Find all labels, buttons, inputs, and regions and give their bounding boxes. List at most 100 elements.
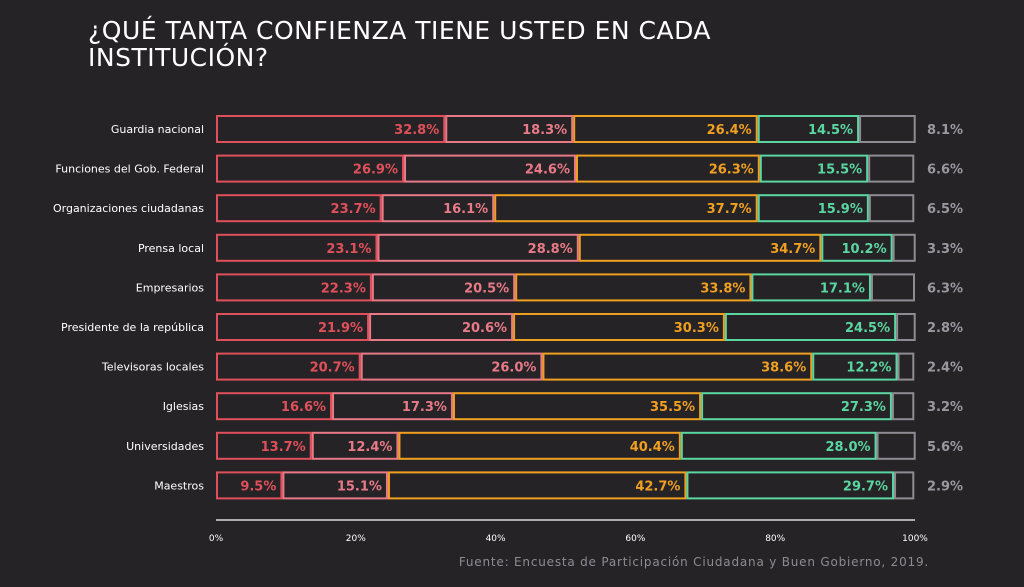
data-label: 16.1% xyxy=(443,202,488,217)
data-label: 42.7% xyxy=(635,479,680,494)
bar-segment xyxy=(216,313,370,341)
data-label: 18.3% xyxy=(522,123,567,138)
bar-segment xyxy=(369,313,514,341)
category-label: Empresarios xyxy=(136,281,204,294)
bar-segment xyxy=(896,313,916,341)
x-tick-label: 60% xyxy=(625,534,645,544)
data-label-remainder: 6.5% xyxy=(927,202,963,217)
category-label: Universidades xyxy=(126,440,204,453)
bar-segment xyxy=(216,352,361,381)
bar-segment xyxy=(701,392,892,421)
bar-segment xyxy=(686,471,895,500)
data-label: 12.4% xyxy=(347,440,392,455)
bar-row: Empresarios 22.3% 20.5% 33.8% 17.1% 6.3% xyxy=(136,273,963,302)
bar-segment xyxy=(578,233,822,262)
bar-segment xyxy=(876,431,916,460)
bar-segment xyxy=(216,392,333,421)
data-label: 26.0% xyxy=(491,361,536,376)
bar-segment xyxy=(751,273,871,302)
bar-row: Prensa local 23.1% 28.8% 34.7% 10.2% 3.3% xyxy=(138,233,963,262)
bars-group: Guardia nacional 32.8% 18.3% 26.4% 14.5% 8.1%… xyxy=(53,115,963,500)
data-label: 26.9% xyxy=(353,163,398,178)
data-label: 20.6% xyxy=(462,321,507,336)
bar-segment xyxy=(452,392,702,421)
category-label: Prensa local xyxy=(138,242,204,255)
data-label: 37.7% xyxy=(707,202,752,217)
category-label: Iglesias xyxy=(163,400,205,413)
bar-segment xyxy=(381,194,495,223)
data-label: 24.6% xyxy=(525,163,570,178)
category-label: Presidente de la república xyxy=(61,321,204,334)
x-tick-label: 100% xyxy=(902,534,928,544)
bar-row: Iglesias 16.6% 17.3% 35.5% 27.3% 3.2% xyxy=(163,392,963,421)
bar-segment xyxy=(868,194,915,223)
bar-segment xyxy=(891,392,915,421)
source-note: Fuente: Encuesta de Participación Ciudad… xyxy=(458,555,929,569)
data-label: 28.8% xyxy=(528,242,573,257)
bar-segment xyxy=(894,471,915,500)
bar-segment xyxy=(445,115,574,143)
data-label: 23.1% xyxy=(326,242,371,257)
data-label: 15.5% xyxy=(817,163,862,178)
bar-segment xyxy=(332,392,453,421)
data-label: 20.7% xyxy=(310,361,355,376)
x-tick-label: 40% xyxy=(486,534,506,544)
data-label-remainder: 3.3% xyxy=(927,242,963,257)
bar-row: Universidades 13.7% 12.4% 40.4% 28.0% 5.6% xyxy=(126,431,963,460)
bar-segment xyxy=(398,431,681,460)
bar-segment xyxy=(216,115,446,143)
bar-segment xyxy=(812,352,898,381)
category-label: Maestros xyxy=(154,479,204,492)
bar-row: Presidente de la república 21.9% 20.6% 30.3… xyxy=(61,313,963,341)
category-label: Funciones del Gob. Federal xyxy=(55,163,204,176)
bar-segment xyxy=(868,154,915,183)
bar-row: Funciones del Gob. Federal 26.9% 24.6% 26.3… xyxy=(55,154,963,183)
bar-segment xyxy=(387,471,687,500)
bar-segment xyxy=(282,471,388,500)
bar-segment xyxy=(680,431,877,460)
chart-title: ¿QUÉ TANTA CONFIENZA TIENE USTED EN CADA… xyxy=(88,16,711,72)
bar-segment xyxy=(513,313,725,341)
x-tick-label: 80% xyxy=(765,534,785,544)
bar-segment xyxy=(757,194,869,223)
data-label: 12.2% xyxy=(846,361,891,376)
bar-segment xyxy=(494,194,758,223)
data-label: 32.8% xyxy=(394,123,439,138)
data-label: 20.5% xyxy=(464,281,509,296)
data-label: 27.3% xyxy=(841,400,886,415)
bar-segment xyxy=(216,154,405,183)
bar-segment xyxy=(371,273,516,302)
data-label: 22.3% xyxy=(321,281,366,296)
data-label: 16.6% xyxy=(281,400,326,415)
bar-segment xyxy=(821,233,893,262)
category-label: Televisoras locales xyxy=(101,361,204,374)
bar-segment xyxy=(216,233,378,262)
bar-segment xyxy=(573,115,758,143)
data-label: 24.5% xyxy=(845,321,890,336)
data-label-remainder: 5.6% xyxy=(927,440,963,455)
bar-segment xyxy=(216,431,312,460)
bar-segment xyxy=(542,352,813,381)
data-label: 33.8% xyxy=(700,281,745,296)
bar-segment xyxy=(311,431,399,460)
bar-segment xyxy=(757,115,860,143)
data-label: 15.1% xyxy=(337,479,382,494)
data-label: 14.5% xyxy=(808,123,853,138)
x-tick-label: 20% xyxy=(346,534,366,544)
data-label-remainder: 8.1% xyxy=(927,123,963,138)
bar-segment xyxy=(216,471,283,500)
data-label: 28.0% xyxy=(825,440,870,455)
data-label: 17.3% xyxy=(402,400,447,415)
bar-segment xyxy=(216,194,382,223)
data-label: 38.6% xyxy=(761,361,806,376)
bar-segment xyxy=(892,233,916,262)
data-label: 34.7% xyxy=(770,242,815,257)
bar-segment xyxy=(575,154,760,183)
bar-segment xyxy=(377,233,579,262)
bar-row: Guardia nacional 32.8% 18.3% 26.4% 14.5% 8.1% xyxy=(111,115,963,143)
data-label: 9.5% xyxy=(240,479,276,494)
bar-row: Televisoras locales 20.7% 26.0% 38.6% 12.2% 2… xyxy=(101,352,963,381)
data-label: 30.3% xyxy=(674,321,719,336)
